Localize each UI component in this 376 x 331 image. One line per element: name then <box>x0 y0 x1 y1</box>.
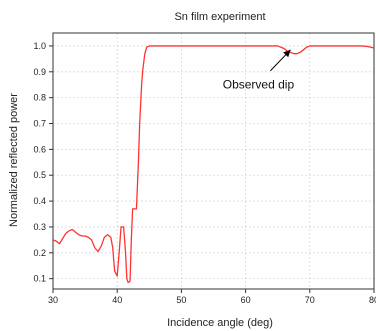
x-tick-label: 50 <box>176 295 186 305</box>
x-tick-label: 60 <box>241 295 251 305</box>
y-tick-label: 0.7 <box>33 119 46 129</box>
x-axis-ticks: 30 40 50 60 70 80 <box>48 289 376 305</box>
y-tick-label: 0.8 <box>33 93 46 103</box>
y-tick-label: 0.6 <box>33 144 46 154</box>
y-tick-label: 0.3 <box>33 222 46 232</box>
grid <box>52 33 375 289</box>
annotation-arrowhead <box>283 49 291 58</box>
y-tick-label: 0.1 <box>33 274 46 284</box>
x-tick-label: 70 <box>305 295 315 305</box>
y-axis-ticks: 0.1 0.2 0.3 0.4 0.5 0.6 0.7 0.8 0.9 1.0 <box>33 41 53 284</box>
series-line <box>52 45 375 284</box>
plot-frame <box>52 32 375 290</box>
annotation-group: Observed dip <box>223 49 295 92</box>
y-tick-label: 1.0 <box>33 41 46 51</box>
series-group <box>52 45 375 284</box>
y-tick-label: 0.9 <box>33 67 46 77</box>
x-tick-label: 30 <box>48 295 58 305</box>
y-tick-label: 0.5 <box>33 170 46 180</box>
plot-border <box>52 32 375 290</box>
y-tick-label: 0.4 <box>33 196 46 206</box>
x-tick-label: 80 <box>369 295 376 305</box>
chart-title: Sn film experiment <box>174 11 265 23</box>
y-tick-label: 0.2 <box>33 248 46 258</box>
y-axis-label: Normalized reflected power <box>8 93 20 227</box>
annotation-label: Observed dip <box>223 78 295 92</box>
x-tick-label: 40 <box>112 295 122 305</box>
x-axis-label: Incidence angle (deg) <box>167 317 273 329</box>
